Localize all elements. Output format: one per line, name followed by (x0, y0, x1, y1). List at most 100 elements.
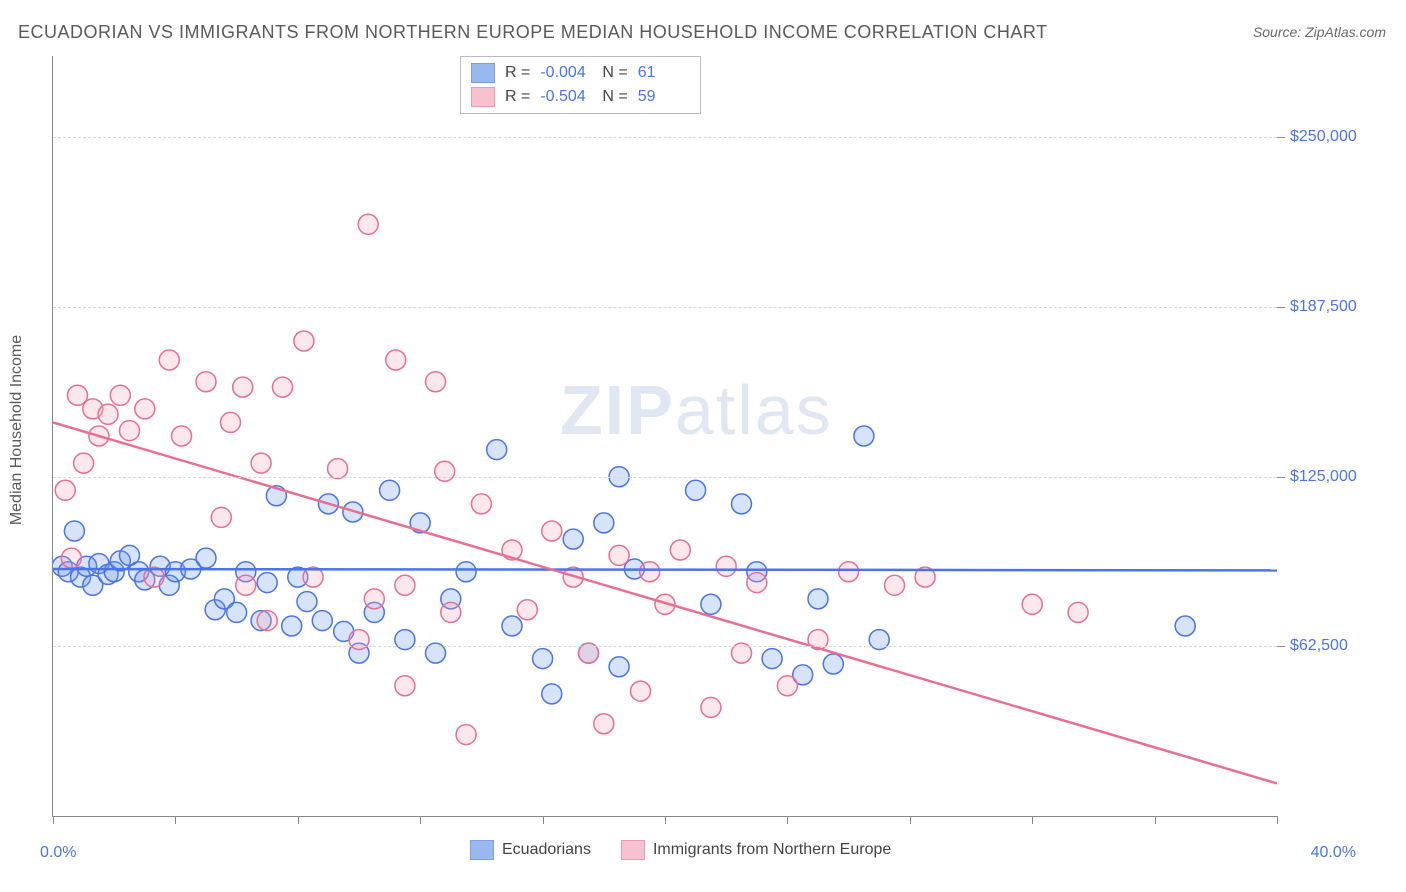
r-label: R = (505, 64, 530, 82)
data-point (220, 412, 240, 432)
data-point (120, 421, 140, 441)
data-point (1175, 616, 1195, 636)
stats-row-2: R = -0.504 N = 59 (471, 85, 690, 109)
data-point (61, 548, 81, 568)
data-point (670, 540, 690, 560)
y-tick (1277, 477, 1285, 478)
data-point (502, 616, 522, 636)
data-point (251, 453, 271, 473)
legend-label-2: Immigrants from Northern Europe (653, 841, 891, 859)
data-point (885, 575, 905, 595)
gridline (53, 477, 1277, 478)
data-point (808, 589, 828, 609)
data-point (1022, 594, 1042, 614)
x-tick (910, 816, 911, 824)
data-point (542, 684, 562, 704)
stats-row-1: R = -0.004 N = 61 (471, 61, 690, 85)
data-point (777, 676, 797, 696)
data-point (762, 649, 782, 669)
data-point (273, 377, 293, 397)
data-point (631, 681, 651, 701)
series2-swatch (471, 87, 495, 107)
data-point (716, 556, 736, 576)
data-point (297, 592, 317, 612)
data-point (435, 461, 455, 481)
data-point (98, 404, 118, 424)
data-point (471, 494, 491, 514)
data-point (441, 602, 461, 622)
data-point (640, 562, 660, 582)
data-point (211, 507, 231, 527)
y-tick (1277, 137, 1285, 138)
gridline (53, 307, 1277, 308)
data-point (312, 611, 332, 631)
chart-plot-area (52, 56, 1277, 817)
data-point (227, 602, 247, 622)
data-point (395, 676, 415, 696)
data-point (386, 350, 406, 370)
legend-item-2: Immigrants from Northern Europe (621, 840, 891, 860)
data-point (517, 600, 537, 620)
y-tick (1277, 646, 1285, 647)
data-point (732, 494, 752, 514)
x-tick (1277, 816, 1278, 824)
x-tick (298, 816, 299, 824)
x-axis-max-label: 40.0% (1311, 844, 1356, 862)
data-point (364, 589, 384, 609)
gridline (53, 137, 1277, 138)
data-point (854, 426, 874, 446)
data-point (380, 480, 400, 500)
x-axis-min-label: 0.0% (40, 844, 76, 862)
data-point (426, 372, 446, 392)
data-point (294, 331, 314, 351)
legend-label-1: Ecuadorians (502, 841, 591, 859)
y-tick-label: $125,000 (1290, 468, 1357, 486)
bottom-legend: Ecuadorians Immigrants from Northern Eur… (470, 840, 891, 860)
data-point (196, 372, 216, 392)
series2-n-value: 59 (638, 88, 690, 106)
series2-r-value: -0.504 (540, 88, 592, 106)
data-point (701, 594, 721, 614)
data-point (172, 426, 192, 446)
series1-swatch (471, 63, 495, 83)
x-tick (1155, 816, 1156, 824)
data-point (456, 725, 476, 745)
stats-panel: R = -0.004 N = 61 R = -0.504 N = 59 (460, 56, 701, 114)
legend-swatch-2 (621, 840, 645, 860)
data-point (257, 611, 277, 631)
data-point (110, 385, 130, 405)
data-point (686, 480, 706, 500)
data-point (196, 548, 216, 568)
series1-n-value: 61 (638, 64, 690, 82)
series1-r-value: -0.004 (540, 64, 592, 82)
data-point (542, 521, 562, 541)
data-point (135, 399, 155, 419)
data-point (74, 453, 94, 473)
x-tick (53, 816, 54, 824)
y-tick (1277, 307, 1285, 308)
x-tick (175, 816, 176, 824)
y-tick-label: $187,500 (1290, 298, 1357, 316)
data-point (533, 649, 553, 669)
data-point (563, 529, 583, 549)
y-axis-label: Median Household Income (8, 335, 26, 525)
source-label: Source: ZipAtlas.com (1253, 24, 1386, 40)
x-tick (1032, 816, 1033, 824)
data-point (328, 459, 348, 479)
data-point (747, 573, 767, 593)
data-point (456, 562, 476, 582)
data-point (358, 214, 378, 234)
chart-title: ECUADORIAN VS IMMIGRANTS FROM NORTHERN E… (18, 22, 1048, 43)
gridline (53, 646, 1277, 647)
trend-line (53, 569, 1277, 570)
x-tick (420, 816, 421, 824)
data-point (609, 545, 629, 565)
legend-swatch-1 (470, 840, 494, 860)
data-point (594, 714, 614, 734)
data-point (282, 616, 302, 636)
scatter-svg (53, 56, 1277, 816)
data-point (55, 480, 75, 500)
x-tick (787, 816, 788, 824)
data-point (1068, 602, 1088, 622)
data-point (64, 521, 84, 541)
